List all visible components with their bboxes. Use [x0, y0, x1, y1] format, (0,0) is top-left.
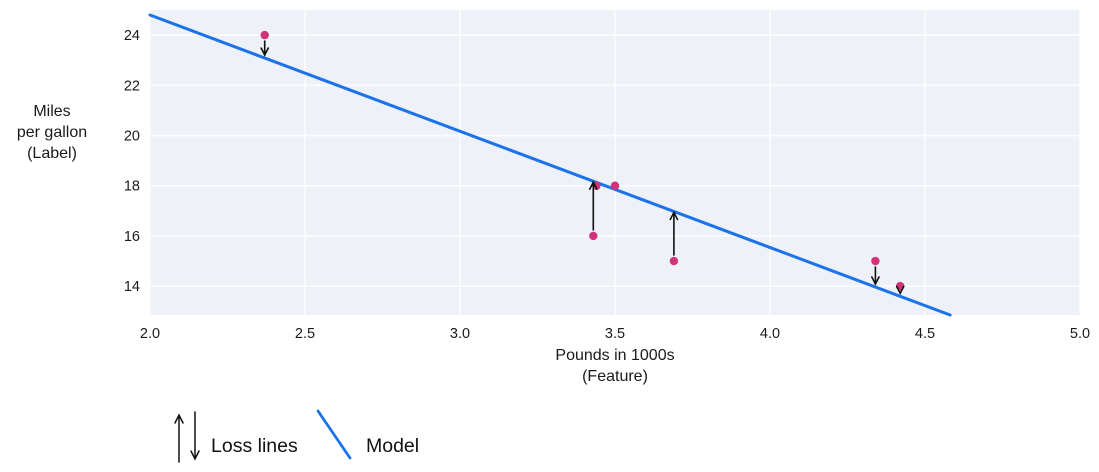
y-tick-label: 18: [124, 179, 140, 195]
y-axis-title-line: per gallon: [16, 124, 88, 141]
y-tick-label: 14: [124, 279, 140, 295]
x-tick-label: 5.0: [1070, 326, 1090, 342]
y-axis-title-line: (Label): [27, 145, 77, 162]
x-tick-label: 3.0: [450, 326, 470, 342]
y-tick-label: 24: [124, 28, 140, 44]
legend-label-loss-lines: Loss lines: [211, 435, 298, 457]
data-point: [871, 256, 880, 266]
legend-down-arrow-head: [190, 450, 200, 461]
loss-arrow-head: [870, 276, 880, 286]
loss-arrow-head: [669, 210, 679, 221]
loss-arrow: [260, 40, 270, 57]
loss-arrow: [895, 285, 905, 296]
x-tick-label: 4.5: [915, 326, 935, 342]
scatter-plot: 2.0 2.5 3.0 3.5 4.0 4.5 5.0 14 16 18 20 22 24: [124, 10, 1090, 342]
y-axis-title-line: Miles: [33, 103, 71, 120]
loss-lines-arrows: [174, 411, 200, 463]
legend-model-line: [316, 409, 352, 460]
x-tick-label: 2.5: [295, 326, 315, 342]
loss-lines-arrows-icon: [174, 411, 200, 463]
x-axis-title-line: (Feature): [582, 368, 648, 385]
loss-arrow-head: [588, 180, 598, 191]
x-tick-label: 2.0: [140, 326, 160, 342]
x-axis-title-line: Pounds in 1000s: [555, 347, 675, 364]
y-tick-label: 22: [124, 78, 140, 94]
x-axis-title: Pounds in 1000s (Feature): [150, 345, 1080, 387]
model-line-icon: [316, 409, 352, 460]
legend-label-model: Model: [366, 435, 420, 457]
y-axis-title: Miles per gallon (Label): [0, 101, 104, 164]
data-point: [669, 256, 679, 266]
data-point: [589, 231, 598, 241]
loss-arrow: [588, 180, 598, 231]
y-tick-label: 20: [124, 129, 140, 145]
data-point: [610, 181, 620, 190]
loss-arrow-head: [260, 47, 270, 57]
loss-arrow-head: [895, 285, 905, 296]
x-tick-label: 3.5: [605, 326, 625, 342]
x-tick-label: 4.0: [760, 326, 780, 342]
y-tick-label: 16: [124, 229, 140, 245]
data-point: [260, 30, 269, 40]
loss-arrow: [870, 266, 880, 286]
legend-up-arrow-head: [174, 413, 184, 424]
model-line: [148, 13, 952, 317]
loss-arrow: [669, 210, 679, 256]
